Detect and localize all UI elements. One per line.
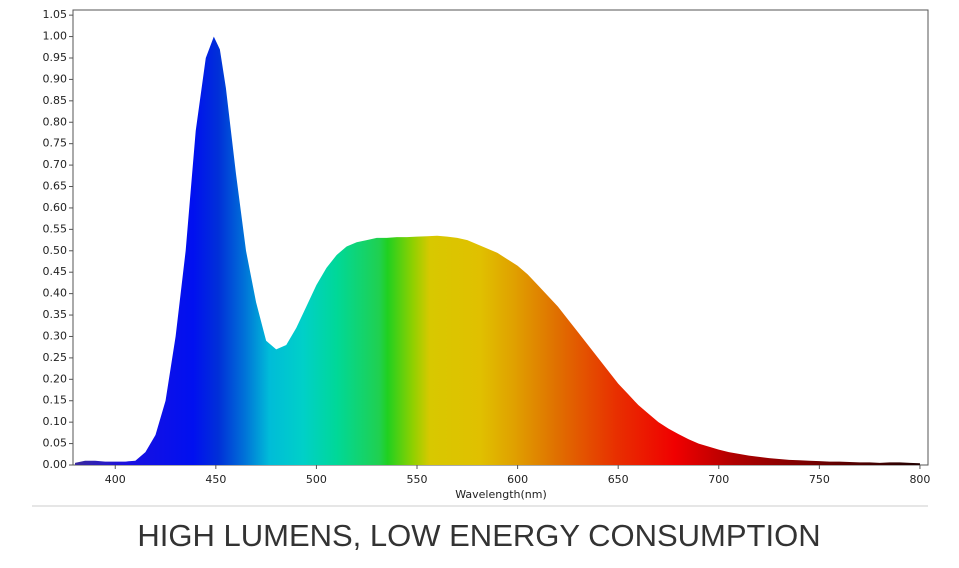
y-tick-label: 0.80: [43, 115, 68, 128]
y-tick-label: 0.05: [43, 437, 68, 450]
x-tick-label: 400: [105, 473, 126, 486]
y-tick-label: 0.30: [43, 329, 68, 342]
y-tick-label: 0.45: [43, 265, 68, 278]
y-tick-label: 0.15: [43, 394, 68, 407]
x-tick-label: 700: [708, 473, 729, 486]
y-tick-label: 0.95: [43, 51, 68, 64]
y-tick-label: 0.10: [43, 415, 68, 428]
y-tick-label: 0.50: [43, 244, 68, 257]
x-tick-label: 750: [809, 473, 830, 486]
y-tick-label: 1.00: [43, 30, 68, 43]
y-tick-label: 0.70: [43, 158, 68, 171]
y-tick-label: 1.05: [43, 8, 68, 21]
caption: HIGH LUMENS, LOW ENERGY CONSUMPTION: [137, 518, 820, 553]
y-tick-label: 0.90: [43, 72, 68, 85]
y-tick-label: 0.25: [43, 351, 68, 364]
y-tick-label: 0.00: [43, 458, 68, 471]
x-tick-label: 650: [608, 473, 629, 486]
x-tick-label: 800: [909, 473, 930, 486]
y-tick-label: 0.75: [43, 137, 68, 150]
x-tick-label: 600: [507, 473, 528, 486]
x-axis-label: Wavelength(nm): [455, 488, 547, 501]
spectrum-area: [75, 36, 920, 466]
y-tick-label: 0.55: [43, 222, 68, 235]
y-tick-label: 0.35: [43, 308, 68, 321]
y-tick-label: 0.85: [43, 94, 68, 107]
y-tick-label: 0.20: [43, 372, 68, 385]
x-tick-label: 500: [306, 473, 327, 486]
x-tick-label: 450: [205, 473, 226, 486]
y-tick-label: 0.60: [43, 201, 68, 214]
y-tick-label: 0.65: [43, 180, 68, 193]
y-tick-label: 0.40: [43, 287, 68, 300]
x-tick-label: 550: [407, 473, 428, 486]
